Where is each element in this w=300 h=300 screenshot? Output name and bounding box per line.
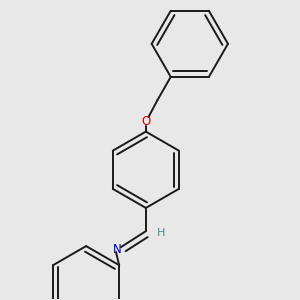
Text: O: O [141, 115, 151, 128]
Text: H: H [157, 228, 165, 238]
Text: N: N [113, 243, 122, 256]
